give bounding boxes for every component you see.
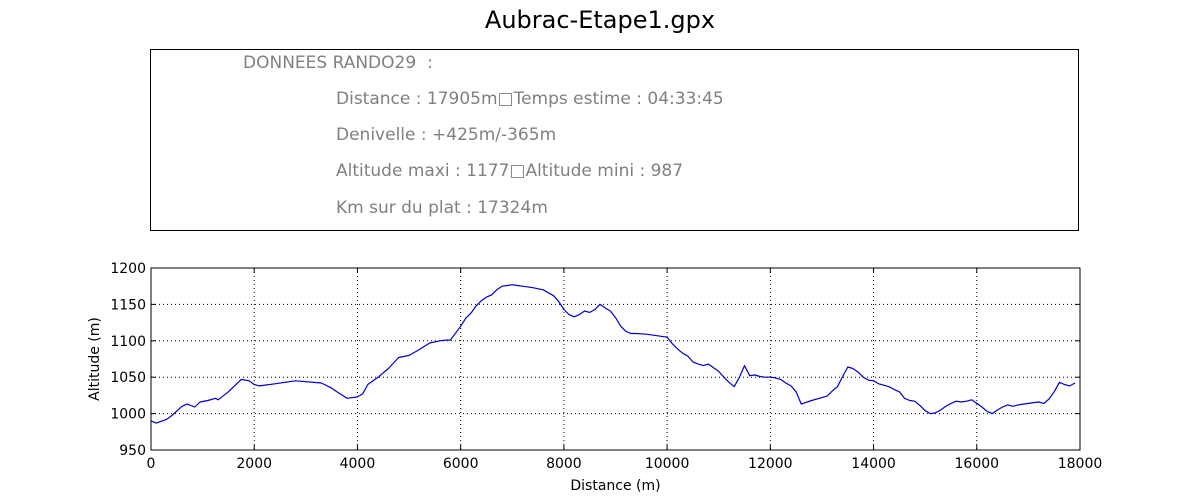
y-tick-label: 1150	[110, 297, 146, 313]
x-axis-label: Distance (m)	[570, 478, 660, 494]
y-tick-label: 950	[119, 443, 146, 459]
altitude-series-line	[150, 284, 1076, 424]
info-flat-distance: Km sur du plat : 17324m	[336, 198, 548, 218]
x-tick-label: 4000	[340, 456, 376, 472]
info-box: DONNEES RANDO29 : Distance : 17905m□Temp…	[150, 49, 1079, 231]
y-tick-label: 1050	[110, 370, 146, 386]
y-axis-ticks: 950 1000 1050 1100 1150 1200	[110, 261, 1080, 459]
grid-lines	[151, 268, 1080, 450]
x-tick-label: 10000	[645, 456, 690, 472]
x-axis-ticks: 0 2000 4000 6000 8000 10000 12000 14000 16000 180…	[147, 268, 1103, 472]
x-tick-label: 18000	[1058, 456, 1103, 472]
plot-frame	[150, 267, 1081, 451]
x-tick-label: 2000	[236, 456, 272, 472]
x-tick-label: 8000	[546, 456, 582, 472]
y-axis-label: Altitude (m)	[87, 317, 103, 401]
x-tick-label: 16000	[955, 456, 1000, 472]
info-elevation-gain: Denivelle : +425m/-365m	[336, 125, 557, 145]
info-header: DONNEES RANDO29 :	[243, 53, 433, 73]
x-tick-label: 14000	[851, 456, 896, 472]
x-tick-label: 12000	[748, 456, 793, 472]
info-distance-time: Distance : 17905m□Temps estime : 04:33:4…	[336, 89, 724, 109]
y-tick-label: 1000	[110, 407, 146, 423]
y-tick-label: 1200	[110, 261, 146, 277]
series-layer	[150, 284, 1076, 424]
chart-title: Aubrac-Etape1.gpx	[484, 6, 716, 34]
y-tick-label: 1100	[110, 334, 146, 350]
x-tick-label: 6000	[443, 456, 479, 472]
info-altitude-range: Altitude maxi : 1177□Altitude mini : 987	[336, 161, 684, 181]
x-tick-label: 0	[147, 456, 156, 472]
